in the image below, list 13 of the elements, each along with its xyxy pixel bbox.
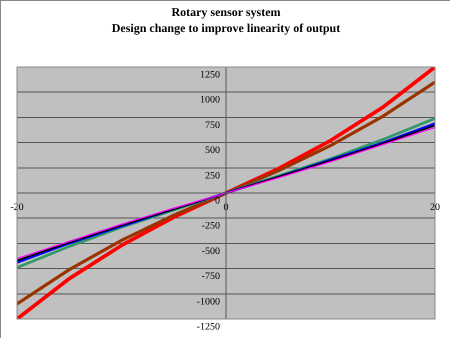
y-tick-label: 250: [205, 170, 220, 182]
y-tick-label: -250: [202, 220, 220, 232]
chart-subtitle: Design change to improve linearity of output: [112, 20, 340, 35]
chart-title: Rotary sensor system: [171, 5, 281, 20]
y-tick-label: 500: [205, 145, 220, 156]
y-tick-label: 750: [205, 120, 220, 131]
y-tick-label: -750: [202, 271, 220, 282]
y-tick-label: 1000: [200, 94, 220, 106]
y-tick-label: -500: [202, 246, 220, 257]
y-tick-label: -1000: [196, 296, 220, 308]
y-tick-label: -1250: [196, 322, 220, 332]
x-tick-label: 20: [430, 202, 440, 213]
y-tick-label: 1250: [200, 70, 220, 80]
